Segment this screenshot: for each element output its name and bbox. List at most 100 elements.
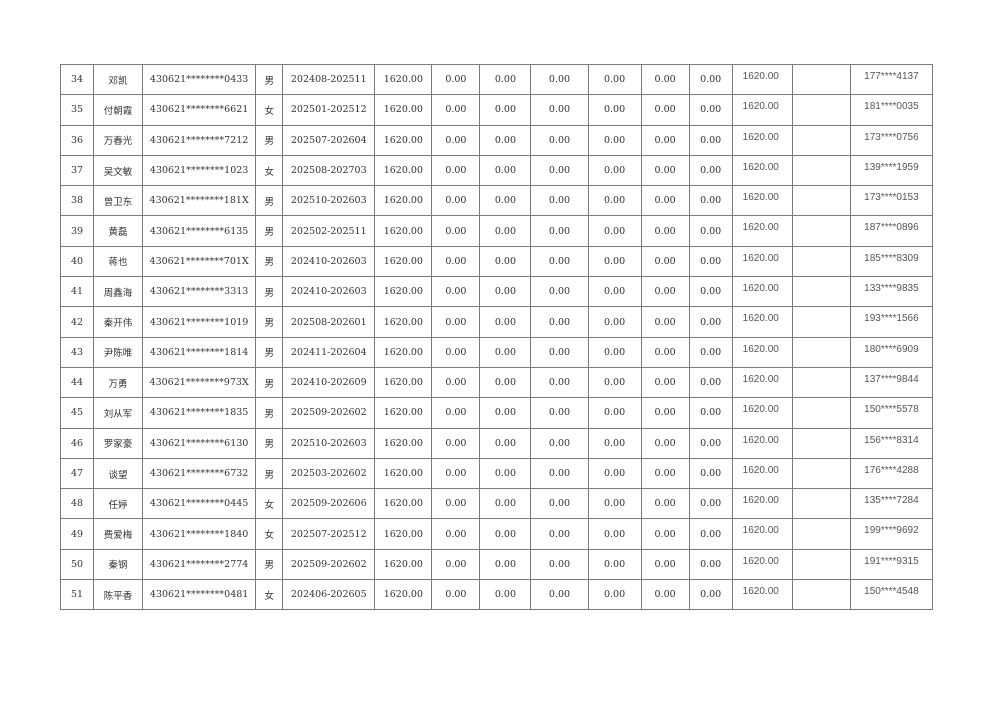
cell-total-amount: 1620.00 bbox=[731, 336, 793, 368]
cell-deduction-2: 0.00 bbox=[479, 427, 532, 459]
cell-id-number: 430621********0433 bbox=[142, 63, 257, 96]
cell-id-number: 430621********2774 bbox=[142, 548, 257, 581]
cell-gender: 男 bbox=[255, 306, 284, 338]
cell-deduction-6: 0.00 bbox=[688, 306, 733, 338]
cell-id-number: 430621********3313 bbox=[142, 276, 257, 308]
cell-period: 202408-202511 bbox=[282, 63, 376, 96]
cell-deduction-3: 0.00 bbox=[530, 276, 589, 308]
cell-deduction-1: 0.00 bbox=[431, 245, 481, 278]
cell-phone: 150****4548 bbox=[849, 579, 934, 611]
cell-total-amount: 1620.00 bbox=[731, 185, 793, 217]
cell-deduction-3: 0.00 bbox=[530, 397, 589, 429]
cell-name: 黄磊 bbox=[93, 215, 144, 247]
cell-phone: 156****8314 bbox=[849, 427, 934, 459]
cell-phone: 193****1566 bbox=[849, 306, 934, 338]
cell-amount: 1620.00 bbox=[374, 63, 433, 96]
cell-id-number: 430621********0481 bbox=[142, 579, 257, 611]
cell-deduction-6: 0.00 bbox=[688, 548, 733, 581]
cell-total-amount: 1620.00 bbox=[731, 154, 793, 187]
cell-deduction-4: 0.00 bbox=[587, 306, 642, 338]
cell-deduction-1: 0.00 bbox=[431, 306, 481, 338]
cell-row-number: 38 bbox=[59, 185, 95, 217]
cell-gender: 男 bbox=[255, 427, 284, 459]
cell-total-amount: 1620.00 bbox=[731, 63, 793, 96]
table-row: 34 邓凯 430621********0433 男 202408-202511 1620… bbox=[59, 63, 934, 96]
cell-deduction-4: 0.00 bbox=[587, 94, 642, 126]
cell-id-number: 430621********701X bbox=[142, 245, 257, 278]
cell-deduction-5: 0.00 bbox=[640, 488, 690, 520]
cell-remark bbox=[791, 124, 851, 156]
cell-row-number: 40 bbox=[59, 245, 95, 278]
cell-deduction-1: 0.00 bbox=[431, 427, 481, 459]
cell-deduction-5: 0.00 bbox=[640, 548, 690, 581]
cell-period: 202508-202703 bbox=[282, 154, 376, 187]
cell-phone: 139****1959 bbox=[849, 154, 934, 187]
cell-deduction-5: 0.00 bbox=[640, 94, 690, 126]
cell-id-number: 430621********7212 bbox=[142, 124, 257, 156]
cell-gender: 男 bbox=[255, 63, 284, 96]
cell-amount: 1620.00 bbox=[374, 427, 433, 459]
cell-deduction-4: 0.00 bbox=[587, 488, 642, 520]
cell-period: 202508-202601 bbox=[282, 306, 376, 338]
cell-amount: 1620.00 bbox=[374, 366, 433, 399]
cell-gender: 男 bbox=[255, 245, 284, 278]
cell-total-amount: 1620.00 bbox=[731, 579, 793, 611]
cell-amount: 1620.00 bbox=[374, 154, 433, 187]
cell-deduction-6: 0.00 bbox=[688, 336, 733, 368]
cell-deduction-5: 0.00 bbox=[640, 366, 690, 399]
cell-remark bbox=[791, 579, 851, 611]
cell-total-amount: 1620.00 bbox=[731, 397, 793, 429]
cell-deduction-2: 0.00 bbox=[479, 366, 532, 399]
cell-id-number: 430621********6732 bbox=[142, 457, 257, 490]
cell-deduction-1: 0.00 bbox=[431, 518, 481, 550]
cell-total-amount: 1620.00 bbox=[731, 215, 793, 247]
cell-remark bbox=[791, 427, 851, 459]
cell-row-number: 42 bbox=[59, 306, 95, 338]
cell-deduction-2: 0.00 bbox=[479, 488, 532, 520]
cell-deduction-1: 0.00 bbox=[431, 488, 481, 520]
cell-deduction-2: 0.00 bbox=[479, 548, 532, 581]
cell-name: 任婷 bbox=[93, 488, 144, 520]
cell-deduction-6: 0.00 bbox=[688, 518, 733, 550]
cell-deduction-2: 0.00 bbox=[479, 215, 532, 247]
cell-total-amount: 1620.00 bbox=[731, 366, 793, 399]
cell-deduction-5: 0.00 bbox=[640, 336, 690, 368]
cell-gender: 女 bbox=[255, 488, 284, 520]
cell-deduction-1: 0.00 bbox=[431, 94, 481, 126]
cell-deduction-5: 0.00 bbox=[640, 276, 690, 308]
cell-deduction-5: 0.00 bbox=[640, 518, 690, 550]
cell-deduction-2: 0.00 bbox=[479, 306, 532, 338]
cell-phone: 173****0756 bbox=[849, 124, 934, 156]
cell-deduction-3: 0.00 bbox=[530, 185, 589, 217]
cell-row-number: 46 bbox=[59, 427, 95, 459]
cell-deduction-6: 0.00 bbox=[688, 397, 733, 429]
cell-phone: 133****9835 bbox=[849, 276, 934, 308]
cell-deduction-4: 0.00 bbox=[587, 185, 642, 217]
cell-row-number: 43 bbox=[59, 336, 95, 368]
cell-remark bbox=[791, 336, 851, 368]
cell-deduction-3: 0.00 bbox=[530, 306, 589, 338]
table-row: 47 谈望 430621********6732 男 202503-202602 1620… bbox=[59, 457, 934, 490]
cell-row-number: 41 bbox=[59, 276, 95, 308]
cell-period: 202507-202512 bbox=[282, 518, 376, 550]
cell-id-number: 430621********181X bbox=[142, 185, 257, 217]
cell-deduction-2: 0.00 bbox=[479, 336, 532, 368]
cell-gender: 女 bbox=[255, 94, 284, 126]
cell-row-number: 39 bbox=[59, 215, 95, 247]
cell-name: 万春光 bbox=[93, 124, 144, 156]
cell-deduction-4: 0.00 bbox=[587, 154, 642, 187]
cell-id-number: 430621********1023 bbox=[142, 154, 257, 187]
cell-id-number: 430621********1840 bbox=[142, 518, 257, 550]
cell-deduction-1: 0.00 bbox=[431, 397, 481, 429]
cell-phone: 150****5578 bbox=[849, 397, 934, 429]
cell-deduction-2: 0.00 bbox=[479, 94, 532, 126]
cell-period: 202410-202603 bbox=[282, 276, 376, 308]
cell-name: 谈望 bbox=[93, 457, 144, 490]
cell-deduction-2: 0.00 bbox=[479, 245, 532, 278]
cell-phone: 177****4137 bbox=[849, 63, 934, 96]
cell-deduction-2: 0.00 bbox=[479, 276, 532, 308]
cell-deduction-4: 0.00 bbox=[587, 63, 642, 96]
cell-name: 曾卫东 bbox=[93, 185, 144, 217]
cell-deduction-1: 0.00 bbox=[431, 215, 481, 247]
cell-period: 202509-202602 bbox=[282, 397, 376, 429]
